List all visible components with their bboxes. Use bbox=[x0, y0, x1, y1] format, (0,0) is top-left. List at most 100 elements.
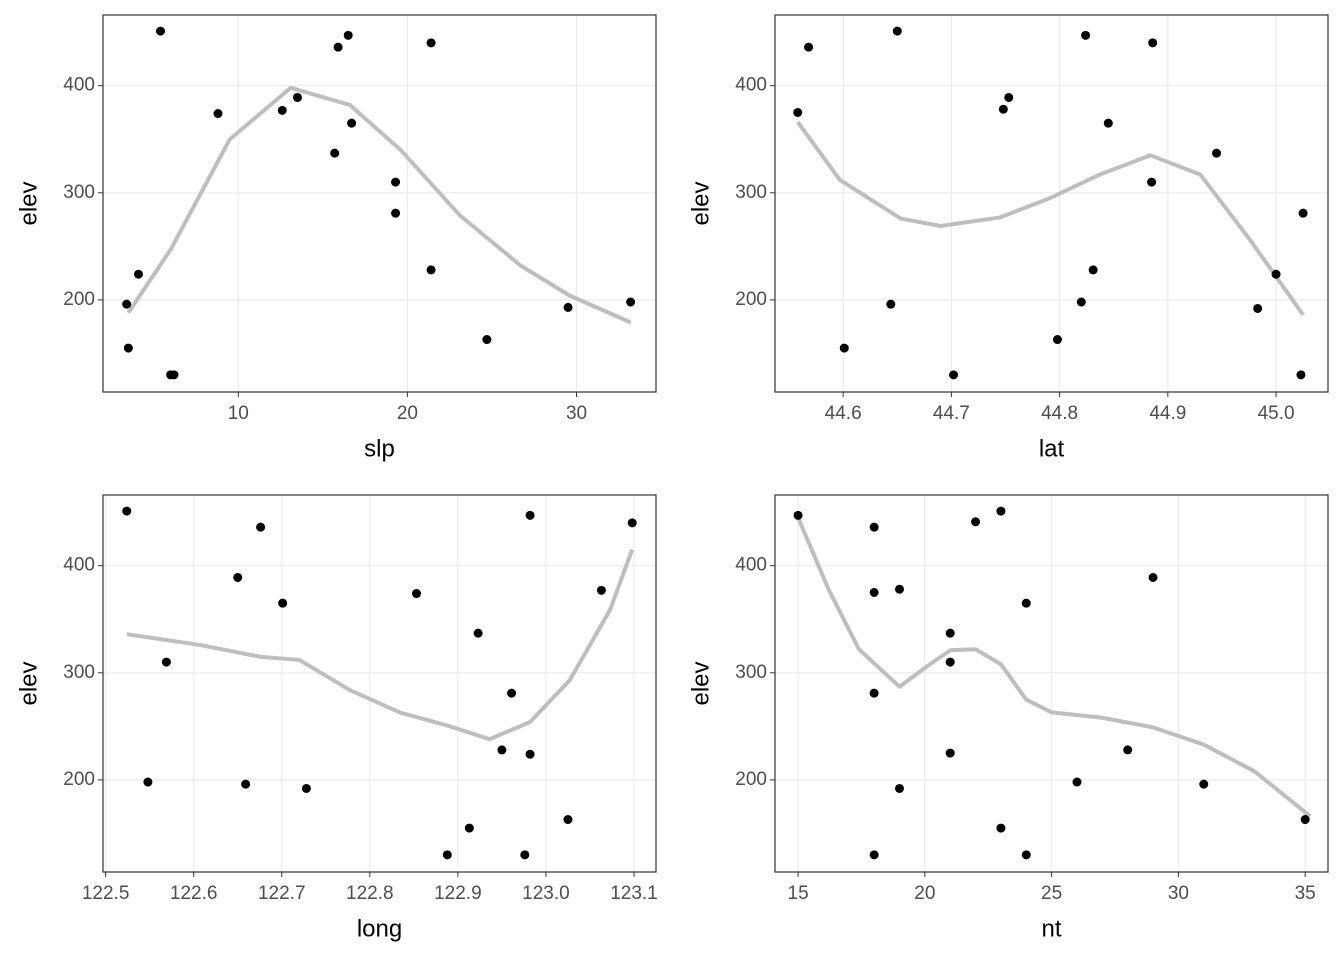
y-tick-label: 400 bbox=[63, 75, 95, 96]
x-tick-label: 15 bbox=[788, 883, 809, 904]
point bbox=[1123, 745, 1133, 755]
point bbox=[155, 26, 165, 36]
panel: 200 300 400 44.6 44.7 44.8 44.9 45.0 lat elev bbox=[687, 14, 1329, 462]
y-tick-label: 200 bbox=[735, 769, 767, 790]
point bbox=[277, 105, 287, 115]
y-axis-title: elev bbox=[15, 181, 42, 225]
point bbox=[391, 208, 401, 218]
panel: 200 300 400 10 20 30 slp elev bbox=[15, 14, 657, 462]
point bbox=[426, 265, 436, 275]
point bbox=[233, 572, 243, 582]
point bbox=[1148, 38, 1158, 48]
point bbox=[1212, 148, 1222, 158]
point bbox=[998, 104, 1008, 114]
x-tick-label: 122.8 bbox=[346, 883, 394, 904]
point bbox=[804, 42, 814, 52]
point bbox=[839, 343, 849, 353]
point bbox=[134, 269, 144, 279]
point bbox=[945, 657, 955, 667]
panel-border bbox=[774, 494, 1329, 873]
y-axis-title: elev bbox=[687, 181, 714, 225]
panel: 200 300 400 15 20 25 30 35 nt elev bbox=[687, 494, 1329, 942]
point bbox=[1072, 777, 1082, 787]
point bbox=[343, 30, 353, 40]
x-tick-label: 30 bbox=[566, 403, 587, 424]
point bbox=[391, 177, 401, 187]
point bbox=[473, 628, 483, 638]
x-tick-label: 10 bbox=[228, 403, 249, 424]
point bbox=[1296, 370, 1306, 380]
point bbox=[1103, 118, 1113, 128]
panel-background bbox=[103, 15, 656, 392]
point bbox=[464, 823, 474, 833]
panel-border bbox=[774, 14, 1329, 393]
point bbox=[330, 148, 340, 158]
point bbox=[426, 38, 436, 48]
x-tick-label: 25 bbox=[1041, 883, 1062, 904]
smooth-line bbox=[796, 516, 1312, 818]
x-axis-title: lat bbox=[1039, 435, 1065, 462]
point bbox=[869, 850, 879, 860]
point bbox=[256, 522, 266, 532]
point bbox=[793, 107, 803, 117]
point bbox=[996, 506, 1006, 516]
point bbox=[1148, 572, 1158, 582]
smooth-line bbox=[126, 85, 632, 325]
x-tick-label: 44.8 bbox=[1041, 403, 1078, 424]
point bbox=[241, 779, 251, 789]
x-tick-label: 45.0 bbox=[1258, 403, 1295, 424]
point bbox=[996, 823, 1006, 833]
point bbox=[1021, 850, 1031, 860]
x-tick-label: 122.5 bbox=[82, 883, 130, 904]
point bbox=[627, 518, 637, 528]
point bbox=[596, 585, 606, 595]
x-tick-label: 44.9 bbox=[1149, 403, 1186, 424]
point bbox=[1271, 269, 1281, 279]
point bbox=[482, 335, 492, 345]
point bbox=[1004, 92, 1014, 102]
y-tick-label: 400 bbox=[63, 555, 95, 576]
panel-border bbox=[102, 494, 657, 873]
point bbox=[945, 628, 955, 638]
point bbox=[525, 749, 535, 759]
point bbox=[793, 510, 803, 520]
point bbox=[892, 26, 902, 36]
point bbox=[301, 783, 311, 793]
point bbox=[1052, 335, 1062, 345]
point bbox=[497, 745, 507, 755]
panel: 200 300 400 122.5 122.6 122.7 122.8 122.9 123.0 1… bbox=[15, 494, 658, 942]
point bbox=[1076, 297, 1086, 307]
x-axis-title: nt bbox=[1041, 915, 1061, 942]
x-tick-label: 30 bbox=[1168, 883, 1189, 904]
point bbox=[1253, 303, 1263, 313]
panel-border bbox=[102, 14, 657, 393]
y-tick-label: 200 bbox=[63, 769, 95, 790]
point bbox=[1088, 265, 1098, 275]
point bbox=[442, 850, 452, 860]
point bbox=[411, 589, 421, 599]
x-tick-label: 123.0 bbox=[522, 883, 570, 904]
point bbox=[122, 506, 132, 516]
point bbox=[1081, 30, 1091, 40]
x-tick-label: 122.9 bbox=[434, 883, 482, 904]
point bbox=[1300, 815, 1310, 825]
point bbox=[122, 299, 132, 309]
y-tick-label: 200 bbox=[735, 289, 767, 310]
panel-background bbox=[103, 495, 656, 872]
point bbox=[1298, 208, 1308, 218]
x-tick-label: 35 bbox=[1295, 883, 1316, 904]
x-tick-label: 122.6 bbox=[170, 883, 218, 904]
x-axis-title: long bbox=[357, 915, 402, 942]
y-tick-label: 400 bbox=[735, 555, 767, 576]
smooth-line bbox=[796, 120, 1305, 317]
y-tick-label: 200 bbox=[63, 289, 95, 310]
point bbox=[945, 748, 955, 758]
point bbox=[143, 777, 153, 787]
x-tick-label: 122.7 bbox=[258, 883, 306, 904]
x-tick-label: 20 bbox=[397, 403, 418, 424]
x-axis-title: slp bbox=[364, 435, 395, 462]
point bbox=[563, 302, 573, 312]
point bbox=[1021, 598, 1031, 608]
